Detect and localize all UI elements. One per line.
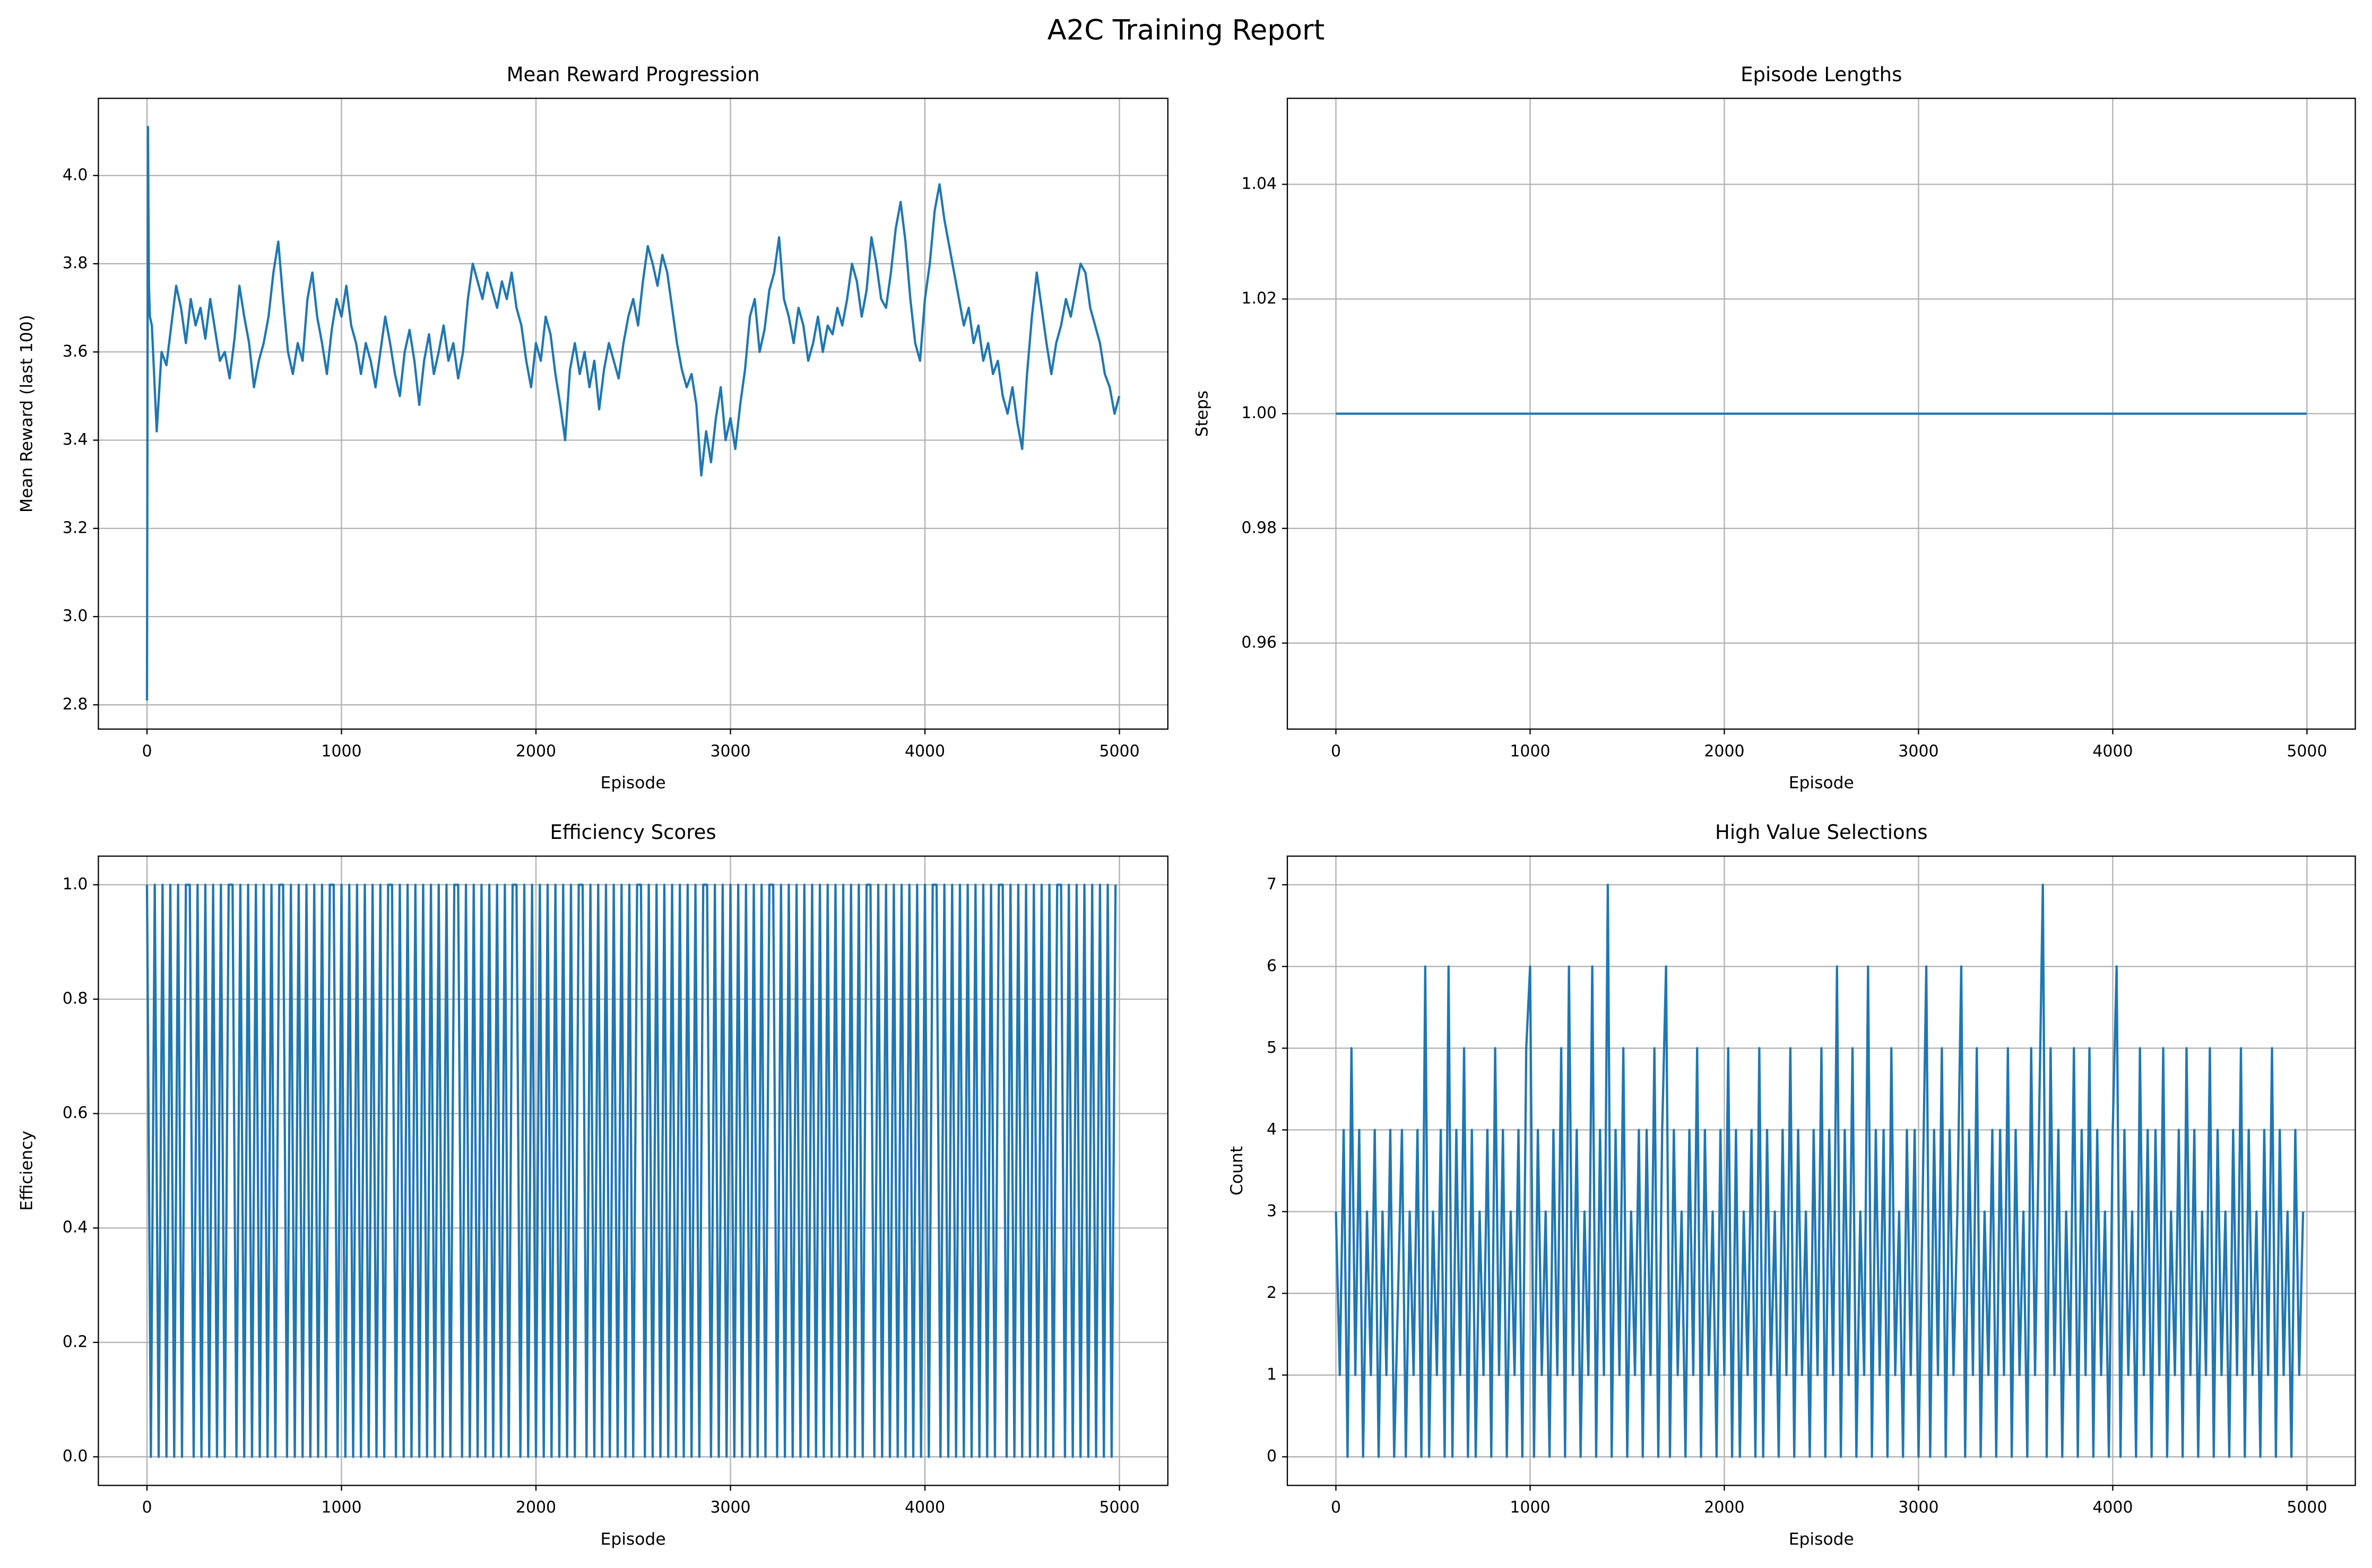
x-tick-label: 5000 <box>2287 1498 2327 1517</box>
x-axis-label: Episode <box>1789 774 1854 793</box>
y-tick-label: 1.0 <box>63 875 88 894</box>
data-line <box>145 126 1121 701</box>
y-tick-label: 4 <box>1267 1120 1277 1139</box>
x-axis-label: Episode <box>601 1530 666 1549</box>
axes-frame <box>98 855 1168 1486</box>
chart-title: Episode Lengths <box>1741 63 1902 86</box>
x-axis-label: Episode <box>1789 1530 1854 1549</box>
x-tick-label: 4000 <box>905 742 945 760</box>
y-tick-label: 5 <box>1267 1038 1277 1057</box>
y-tick-label: 0.2 <box>63 1332 88 1351</box>
x-tick-label: 0 <box>142 1498 152 1517</box>
data-line <box>145 883 1117 1458</box>
y-tick-label: 0.4 <box>63 1218 88 1237</box>
y-tick-label: 3.4 <box>63 430 88 449</box>
y-tick-label: 0.98 <box>1241 518 1277 537</box>
x-tick-label: 2000 <box>516 1498 556 1517</box>
data-line <box>1335 883 2305 1458</box>
y-tick-label: 2.8 <box>63 695 88 714</box>
axes-frame <box>1286 855 2356 1486</box>
y-tick-label: 0.0 <box>63 1447 88 1466</box>
y-tick-label: 3 <box>1267 1202 1277 1220</box>
x-axis-label: Episode <box>601 774 666 793</box>
chart-title: Efficiency Scores <box>550 821 716 844</box>
x-tick-label: 2000 <box>1704 1498 1744 1517</box>
x-tick-label: 0 <box>142 742 152 760</box>
x-tick-label: 1000 <box>321 1498 361 1517</box>
y-axis-label: Steps <box>1192 391 1211 437</box>
y-tick-label: 3.8 <box>63 254 88 273</box>
x-tick-label: 0 <box>1331 742 1341 760</box>
x-tick-label: 3000 <box>710 742 750 760</box>
x-tick-label: 0 <box>1331 1498 1341 1517</box>
x-tick-label: 1000 <box>1510 1498 1550 1517</box>
y-tick-label: 3.2 <box>63 518 88 537</box>
y-tick-label: 1.00 <box>1241 404 1277 422</box>
y-tick-label: 4.0 <box>63 166 88 184</box>
axes-frame <box>98 98 1168 730</box>
x-tick-label: 3000 <box>1898 742 1938 760</box>
y-tick-label: 3.0 <box>63 607 88 626</box>
x-tick-label: 5000 <box>1099 742 1139 760</box>
x-tick-label: 1000 <box>1510 742 1550 760</box>
y-axis-label: Count <box>1227 1146 1246 1196</box>
y-tick-label: 7 <box>1267 875 1277 894</box>
y-tick-label: 0.96 <box>1241 633 1277 652</box>
x-tick-label: 4000 <box>905 1498 945 1517</box>
y-axis-label: Efficiency <box>17 1131 36 1211</box>
y-tick-label: 3.6 <box>63 342 88 361</box>
x-tick-label: 3000 <box>1898 1498 1938 1517</box>
x-tick-label: 4000 <box>2092 742 2133 760</box>
chart-title: Mean Reward Progression <box>507 63 760 86</box>
y-tick-label: 0.8 <box>63 989 88 1008</box>
y-tick-label: 1.02 <box>1241 289 1277 308</box>
figure-title: A2C Training Report <box>1048 14 1325 47</box>
x-tick-label: 4000 <box>2092 1498 2133 1517</box>
y-tick-label: 0 <box>1267 1447 1277 1466</box>
x-tick-label: 5000 <box>2287 742 2327 760</box>
x-tick-label: 2000 <box>1704 742 1744 760</box>
x-tick-label: 2000 <box>516 742 556 760</box>
chart-title: High Value Selections <box>1715 821 1927 844</box>
y-tick-label: 1.04 <box>1241 175 1277 193</box>
y-tick-label: 0.6 <box>63 1104 88 1122</box>
x-tick-label: 5000 <box>1099 1498 1139 1517</box>
y-tick-label: 1 <box>1267 1365 1277 1384</box>
x-tick-label: 3000 <box>710 1498 750 1517</box>
y-tick-label: 6 <box>1267 957 1277 975</box>
y-axis-label: Mean Reward (last 100) <box>17 315 36 513</box>
axes-frame <box>1286 98 2356 730</box>
y-tick-label: 2 <box>1267 1284 1277 1302</box>
x-tick-label: 1000 <box>321 742 361 760</box>
